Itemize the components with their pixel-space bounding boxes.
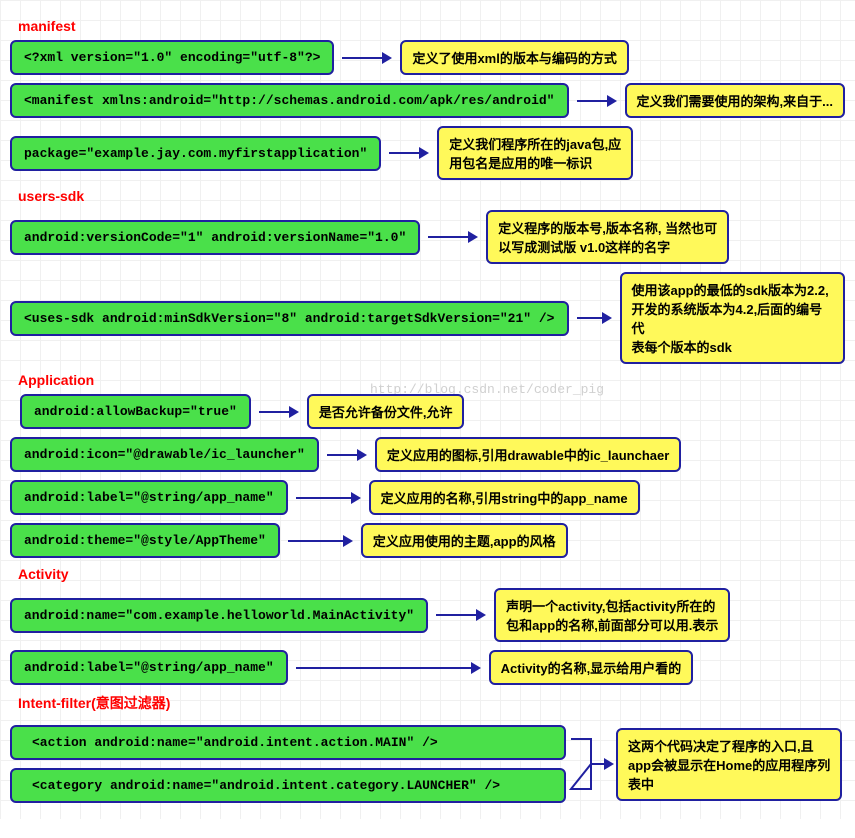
row-activity-1: android:label="@string/app_name" Activit… [10, 650, 845, 685]
code-box: android:versionCode="1" android:versionN… [10, 220, 420, 255]
desc-box: 是否允许备份文件,允许 [307, 394, 465, 429]
row-app-0: android:allowBackup="true" 是否允许备份文件,允许 [10, 394, 845, 429]
code-box: android:name="com.example.helloworld.Mai… [10, 598, 428, 633]
code-box: <?xml version="1.0" encoding="utf-8"?> [10, 40, 334, 75]
row-sdk-0: android:versionCode="1" android:versionN… [10, 210, 845, 264]
arrow-icon [288, 535, 353, 547]
desc-box: 使用该app的最低的sdk版本为2.2, 开发的系统版本为4.2,后面的编号代 … [620, 272, 846, 364]
desc-box: 声明一个activity,包括activity所在的 包和app的名称,前面部分… [494, 588, 730, 642]
arrow-icon [389, 147, 429, 159]
code-box: android:allowBackup="true" [20, 394, 251, 429]
row-manifest-2: package="example.jay.com.myfirstapplicat… [10, 126, 845, 180]
row-activity-0: android:name="com.example.helloworld.Mai… [10, 588, 845, 642]
arrow-icon [436, 609, 486, 621]
section-title-activity: Activity [18, 566, 845, 582]
arrow-icon [259, 406, 299, 418]
code-box: android:theme="@style/AppTheme" [10, 523, 280, 558]
desc-box: Activity的名称,显示给用户看的 [489, 650, 694, 685]
arrow-icon [342, 52, 392, 64]
section-title-manifest: manifest [18, 18, 845, 34]
arrow-icon [296, 662, 481, 674]
section-title-application: Application [18, 372, 845, 388]
arrow-icon [577, 312, 612, 324]
desc-box: 定义我们需要使用的架构,来自于... [625, 83, 845, 118]
desc-box: 定义程序的版本号,版本名称, 当然也可 以写成测试版 v1.0这样的名字 [486, 210, 729, 264]
code-box: <category android:name="android.intent.c… [10, 768, 566, 803]
row-app-2: android:label="@string/app_name" 定义应用的名称… [10, 480, 845, 515]
desc-box: 定义应用的图标,引用drawable中的ic_launchaer [375, 437, 681, 472]
intent-filter-group: <action android:name="android.intent.act… [10, 719, 845, 809]
section-title-intent-filter: Intent-filter(意图过滤器) [18, 693, 845, 713]
row-manifest-1: <manifest xmlns:android="http://schemas.… [10, 83, 845, 118]
code-box: <manifest xmlns:android="http://schemas.… [10, 83, 569, 118]
desc-box: 定义我们程序所在的java包,应 用包名是应用的唯一标识 [437, 126, 633, 180]
arrow-icon [577, 95, 617, 107]
row-app-3: android:theme="@style/AppTheme" 定义应用使用的主… [10, 523, 845, 558]
desc-box: 定义应用使用的主题,app的风格 [361, 523, 568, 558]
code-box: android:label="@string/app_name" [10, 650, 288, 685]
arrow-icon [327, 449, 367, 461]
row-manifest-0: <?xml version="1.0" encoding="utf-8"?> 定… [10, 40, 845, 75]
section-title-users-sdk: users-sdk [18, 188, 845, 204]
arrow-icon [296, 492, 361, 504]
row-app-1: android:icon="@drawable/ic_launcher" 定义应… [10, 437, 845, 472]
code-box: <action android:name="android.intent.act… [10, 725, 566, 760]
merge-arrow-icon [566, 719, 616, 809]
desc-box: 定义应用的名称,引用string中的app_name [369, 480, 640, 515]
code-box: android:icon="@drawable/ic_launcher" [10, 437, 319, 472]
desc-box: 定义了使用xml的版本与编码的方式 [400, 40, 628, 75]
code-box: android:label="@string/app_name" [10, 480, 288, 515]
row-sdk-1: <uses-sdk android:minSdkVersion="8" andr… [10, 272, 845, 364]
code-box: package="example.jay.com.myfirstapplicat… [10, 136, 381, 171]
desc-box: 这两个代码决定了程序的入口,且 app会被显示在Home的应用程序列 表中 [616, 728, 842, 801]
code-box: <uses-sdk android:minSdkVersion="8" andr… [10, 301, 569, 336]
arrow-icon [428, 231, 478, 243]
